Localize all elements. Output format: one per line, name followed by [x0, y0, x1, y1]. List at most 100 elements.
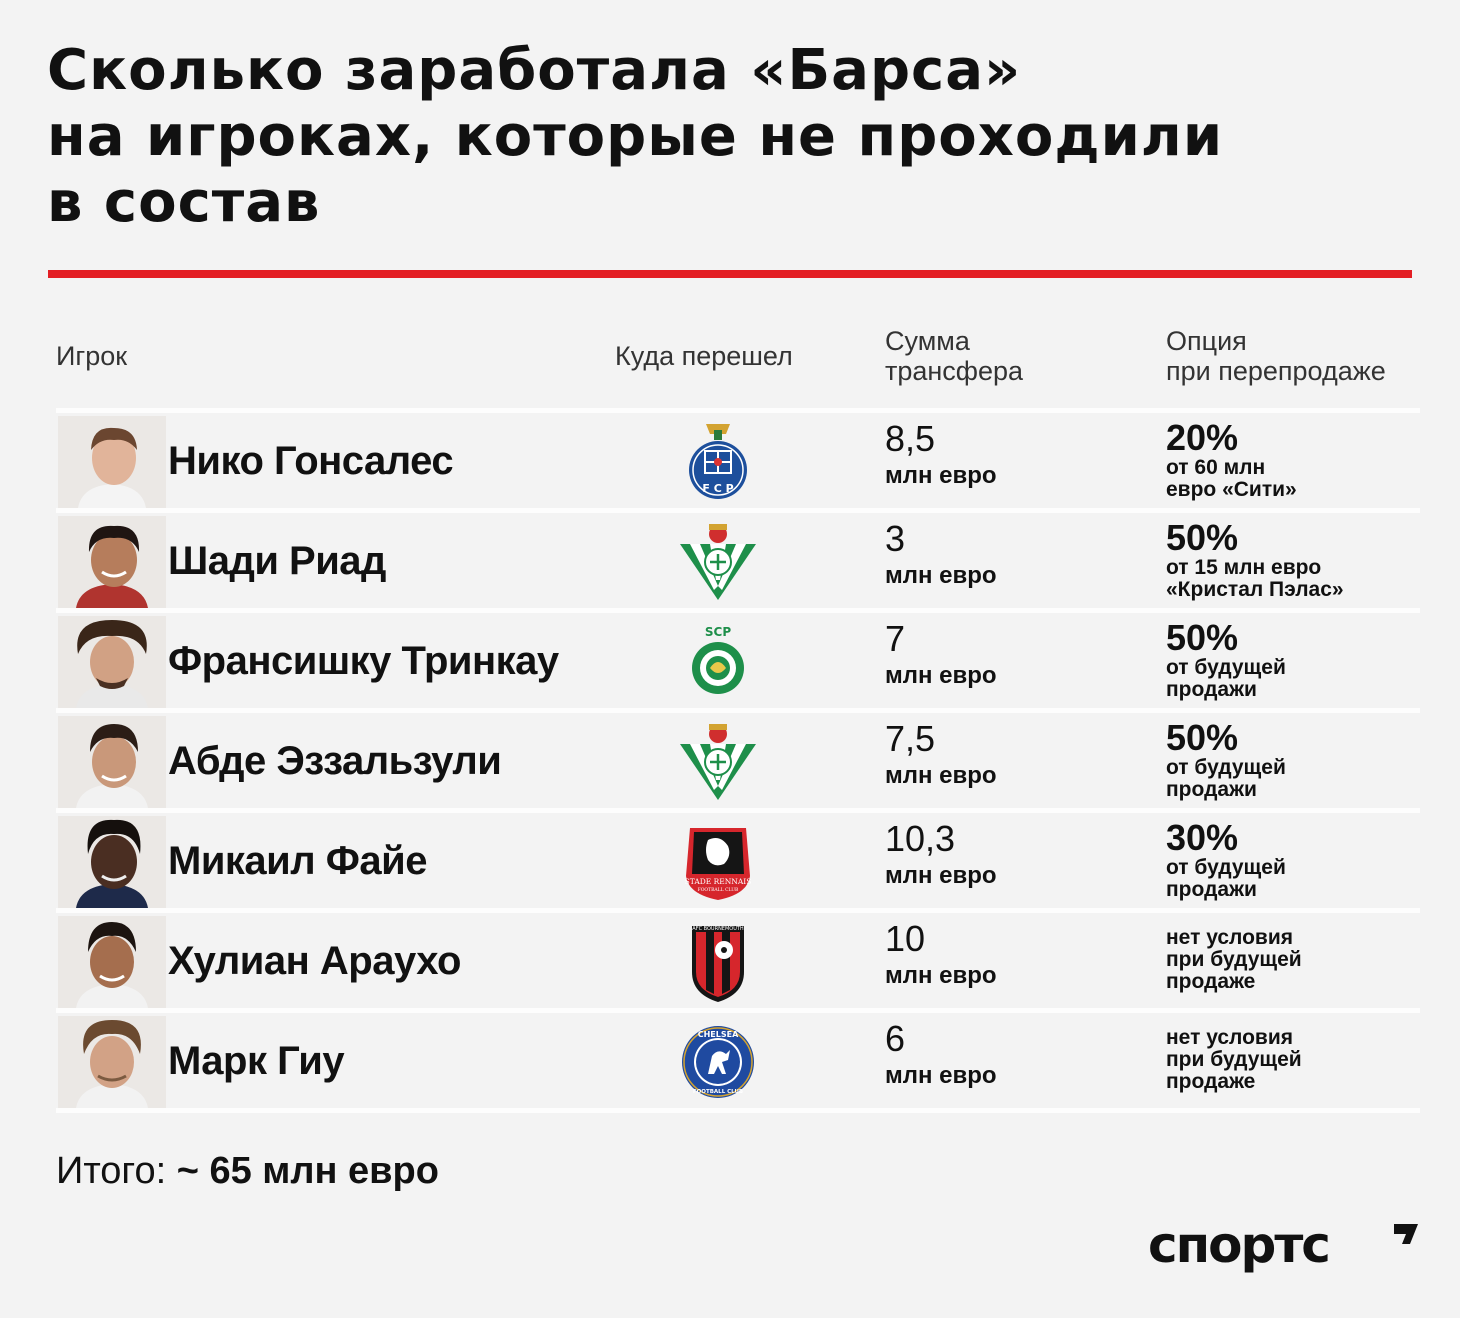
- afc-bournemouth-crest-icon: AFC BOURNEMOUTH: [676, 920, 760, 1004]
- player-name: Франсишку Тринкау: [168, 639, 559, 683]
- title-divider: [48, 270, 1412, 278]
- bournemouth-crest-text: AFC BOURNEMOUTH: [692, 926, 744, 932]
- fee-amount: 7,5: [885, 718, 936, 759]
- header-option-line-1: Опция: [1166, 326, 1247, 356]
- rennes-crest-subtext: FOOTBALL CLUB: [698, 887, 739, 893]
- fee-unit: млн евро: [885, 862, 997, 889]
- sporting-cp-crest-icon: SCP: [676, 620, 760, 704]
- header-player: Игрок: [56, 341, 128, 371]
- fee-unit: млн евро: [885, 962, 997, 989]
- transfer-fee: 7 млн евро: [885, 619, 997, 691]
- resale-option: 50% от 15 млн евро «Кристал Пэлас»: [1166, 519, 1416, 601]
- transfer-fee: 6 млн евро: [885, 1019, 997, 1091]
- fc-porto-crest-icon: F C P: [676, 420, 760, 504]
- option-note-1: от будущей: [1166, 756, 1286, 779]
- option-note-2: продажи: [1166, 678, 1257, 701]
- table-row: Марк Гиу CHELSEA FOOTBALL CLUB 6 млн евр…: [56, 1008, 1420, 1113]
- fee-amount: 3: [885, 518, 906, 559]
- fee-amount: 7: [885, 618, 906, 659]
- table-row: Микаил Файе STADE RENNAIS FOOTBALL CLUB …: [56, 808, 1420, 908]
- option-note-2: при будущей: [1166, 948, 1302, 971]
- player-name: Шади Риад: [168, 539, 386, 583]
- header-fee-line-1: Сумма: [885, 326, 970, 356]
- header-club: Куда перешел: [615, 341, 793, 371]
- transfer-fee: 7,5 млн евро: [885, 719, 997, 791]
- real-betis-crest-icon: [676, 720, 760, 804]
- player-photo: [58, 616, 166, 708]
- rennes-crest-text: STADE RENNAIS: [685, 877, 752, 886]
- transfer-fee: 10,3 млн евро: [885, 819, 997, 891]
- sporting-crest-text: SCP: [705, 625, 731, 639]
- table-row: Франсишку Тринкау SCP 7 млн евро 50% от …: [56, 608, 1420, 708]
- fee-amount: 8,5: [885, 418, 936, 459]
- option-note-2: продажи: [1166, 878, 1257, 901]
- option-percent: 50%: [1166, 617, 1239, 658]
- fee-amount: 10,3: [885, 818, 956, 859]
- option-note-1: нет условия: [1166, 926, 1294, 949]
- player-photo: [58, 1016, 166, 1108]
- resale-option: нет условия при будущей продаже: [1166, 927, 1416, 993]
- title-line-2: на игроках, которые не проходили: [47, 104, 1224, 169]
- player-photo: [58, 516, 166, 608]
- page-title: Сколько заработала «Барса» на игроках, к…: [47, 38, 1347, 236]
- option-note-1: от 60 млн: [1166, 456, 1266, 479]
- player-photo: [58, 816, 166, 908]
- logo-text: спортс: [1148, 1218, 1329, 1274]
- table-row: Нико Гонсалес F C P 8,5 млн евро 20% от …: [56, 408, 1420, 508]
- option-note-3: продаже: [1166, 1070, 1256, 1093]
- player-photo: [58, 916, 166, 1008]
- total-summary: Итого: ~ 65 млн евро: [56, 1150, 439, 1193]
- option-note-1: нет условия: [1166, 1026, 1294, 1049]
- table-row: Хулиан Араухо AFC BOURNEMOUTH 10 млн евр…: [56, 908, 1420, 1008]
- option-percent: 50%: [1166, 517, 1239, 558]
- header-fee: Сумма трансфера: [885, 326, 1023, 386]
- resale-option: 30% от будущей продажи: [1166, 819, 1416, 901]
- option-note-1: от будущей: [1166, 656, 1286, 679]
- option-percent: 50%: [1166, 717, 1239, 758]
- title-line-1: Сколько заработала «Барса»: [47, 38, 1022, 103]
- option-note-2: евро «Сити»: [1166, 478, 1297, 501]
- fee-unit: млн евро: [885, 662, 997, 689]
- real-betis-crest-icon: [676, 520, 760, 604]
- transfers-table: Нико Гонсалес F C P 8,5 млн евро 20% от …: [56, 408, 1420, 1113]
- player-photo: [58, 416, 166, 508]
- player-name: Микаил Файе: [168, 839, 428, 883]
- resale-option: 20% от 60 млн евро «Сити»: [1166, 419, 1416, 501]
- transfer-fee: 3 млн евро: [885, 519, 997, 591]
- sports-ru-logo-icon: спортс: [1148, 1216, 1420, 1278]
- resale-option: 50% от будущей продажи: [1166, 619, 1416, 701]
- fee-amount: 10: [885, 918, 926, 959]
- resale-option: 50% от будущей продажи: [1166, 719, 1416, 801]
- resale-option: нет условия при будущей продаже: [1166, 1027, 1416, 1093]
- fee-unit: млн евро: [885, 762, 997, 789]
- header-option-line-2: при перепродаже: [1166, 356, 1386, 386]
- chelsea-crest-icon: CHELSEA FOOTBALL CLUB: [676, 1020, 760, 1104]
- player-photo: [58, 716, 166, 808]
- option-note-1: от 15 млн евро: [1166, 556, 1322, 579]
- stade-rennais-crest-icon: STADE RENNAIS FOOTBALL CLUB: [676, 820, 760, 904]
- porto-crest-text: F C P: [702, 482, 733, 495]
- total-value: ~ 65 млн евро: [176, 1150, 439, 1192]
- player-name: Нико Гонсалес: [168, 439, 454, 483]
- fee-unit: млн евро: [885, 462, 997, 489]
- player-name: Хулиан Араухо: [168, 939, 461, 983]
- option-note-1: от будущей: [1166, 856, 1286, 879]
- option-note-3: продаже: [1166, 970, 1256, 993]
- table-row: Шади Риад 3 млн евро 50% от 15 млн евро …: [56, 508, 1420, 608]
- option-percent: 20%: [1166, 417, 1239, 458]
- total-label: Итого:: [56, 1150, 167, 1192]
- title-line-3: в состав: [47, 170, 321, 235]
- chelsea-crest-text: CHELSEA: [698, 1030, 739, 1039]
- chelsea-crest-subtext: FOOTBALL CLUB: [693, 1089, 743, 1095]
- fee-unit: млн евро: [885, 1062, 997, 1089]
- table-row: Абде Эззальзули 7,5 млн евро 50% от буду…: [56, 708, 1420, 808]
- option-note-2: при будущей: [1166, 1048, 1302, 1071]
- fee-unit: млн евро: [885, 562, 997, 589]
- player-name: Абде Эззальзули: [168, 739, 502, 783]
- transfer-fee: 8,5 млн евро: [885, 419, 997, 491]
- fee-amount: 6: [885, 1018, 906, 1059]
- transfer-fee: 10 млн евро: [885, 919, 997, 991]
- option-note-2: «Кристал Пэлас»: [1166, 578, 1344, 601]
- header-fee-line-2: трансфера: [885, 356, 1024, 386]
- option-note-2: продажи: [1166, 778, 1257, 801]
